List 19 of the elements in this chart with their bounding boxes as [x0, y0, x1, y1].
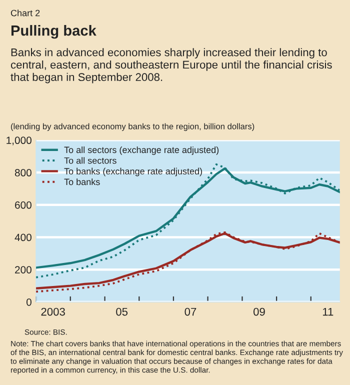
- y-tick-label: 1,000: [6, 136, 32, 146]
- caption: Chart 2: [10, 10, 40, 16]
- chart-title: Pulling back: [11, 25, 96, 39]
- x-tick-label: 05: [116, 308, 128, 316]
- x-tick-label: 07: [184, 308, 196, 316]
- y-tick-label: 600: [15, 201, 32, 209]
- y-tick-label: 800: [14, 169, 32, 176]
- x-tick-label: 09: [254, 308, 265, 316]
- legend-label: To banks: [64, 178, 100, 186]
- x-tick-label: 2003: [41, 308, 65, 316]
- chart-subtitle: Banks in advanced economies sharply increased their lending to central, eastern, and southeastern Europe until the financial crisis that began in September 2008.: [10, 48, 332, 84]
- y-tick-label: 0: [26, 298, 32, 306]
- y-axis-title: (lending by advanced economy banks to the region, billion dollars): [11, 123, 254, 131]
- legend-label: To all sectors (exchange rate adjusted): [64, 146, 219, 155]
- y-tick-label: 400: [14, 234, 32, 242]
- legend-label: To all sectors: [64, 157, 116, 164]
- legend-label: To banks (exchange rate adjusted): [64, 168, 202, 176]
- x-tick-label: 11: [322, 308, 334, 316]
- y-tick-label: 200: [15, 266, 32, 274]
